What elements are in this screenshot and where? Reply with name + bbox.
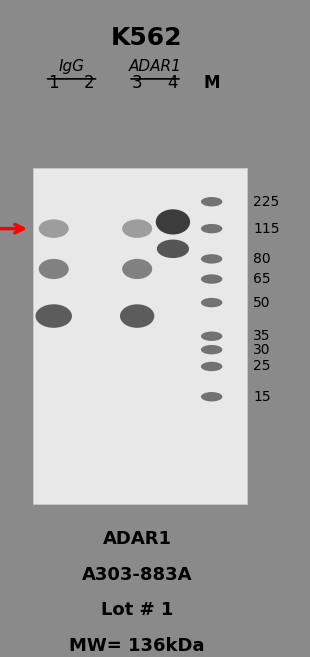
Ellipse shape bbox=[120, 304, 154, 328]
Ellipse shape bbox=[201, 197, 222, 206]
Text: 4: 4 bbox=[168, 74, 178, 93]
Text: ADAR1: ADAR1 bbox=[129, 59, 181, 74]
Ellipse shape bbox=[35, 304, 72, 328]
Text: A303-883A: A303-883A bbox=[82, 566, 193, 584]
Text: Lot # 1: Lot # 1 bbox=[101, 601, 173, 620]
Text: 1: 1 bbox=[48, 74, 59, 93]
Ellipse shape bbox=[157, 240, 189, 258]
Text: 35: 35 bbox=[253, 329, 271, 343]
Text: 115: 115 bbox=[253, 221, 280, 236]
Ellipse shape bbox=[122, 259, 152, 279]
Text: 50: 50 bbox=[253, 296, 271, 309]
Ellipse shape bbox=[201, 224, 222, 233]
Text: 2: 2 bbox=[84, 74, 95, 93]
Ellipse shape bbox=[201, 332, 222, 341]
Text: 80: 80 bbox=[253, 252, 271, 266]
Text: 25: 25 bbox=[253, 359, 271, 373]
Ellipse shape bbox=[156, 210, 190, 235]
Ellipse shape bbox=[201, 392, 222, 401]
Ellipse shape bbox=[201, 275, 222, 284]
Text: 15: 15 bbox=[253, 390, 271, 404]
Text: 30: 30 bbox=[253, 343, 271, 357]
Text: 3: 3 bbox=[132, 74, 143, 93]
Ellipse shape bbox=[39, 259, 69, 279]
Text: M: M bbox=[203, 74, 220, 93]
Text: IgG: IgG bbox=[59, 59, 85, 74]
Ellipse shape bbox=[201, 254, 222, 263]
Ellipse shape bbox=[201, 298, 222, 307]
Ellipse shape bbox=[122, 219, 152, 238]
Ellipse shape bbox=[201, 362, 222, 371]
Text: K562: K562 bbox=[110, 26, 182, 50]
Bar bbox=[33, 168, 247, 505]
Text: 225: 225 bbox=[253, 194, 280, 209]
Text: ADAR1: ADAR1 bbox=[103, 530, 172, 548]
Text: 65: 65 bbox=[253, 272, 271, 286]
Ellipse shape bbox=[39, 219, 69, 238]
Ellipse shape bbox=[201, 345, 222, 354]
Text: MW= 136kDa: MW= 136kDa bbox=[69, 637, 205, 655]
